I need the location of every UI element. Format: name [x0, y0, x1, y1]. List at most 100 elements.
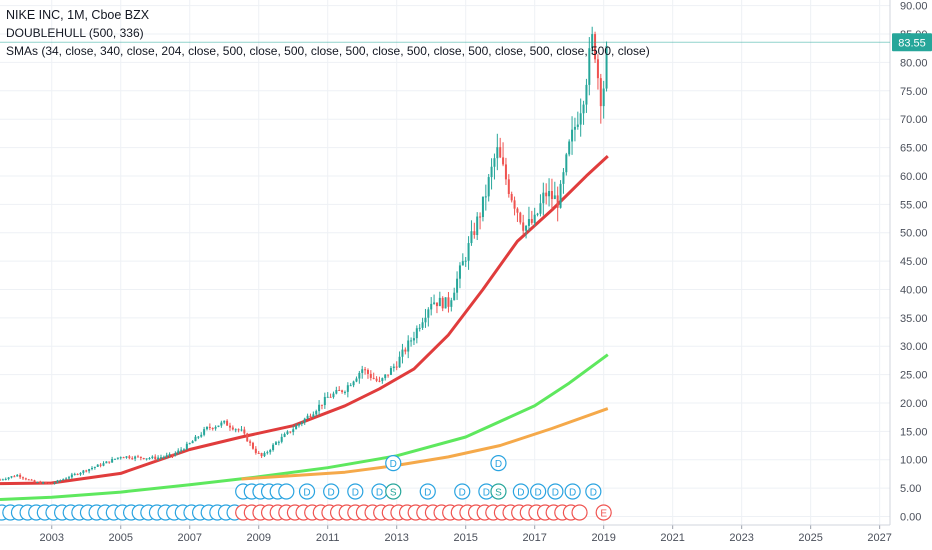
- x-tick-label: 2005: [108, 532, 132, 544]
- candle-body: [326, 396, 329, 398]
- candle-body: [458, 265, 461, 279]
- candle-body: [136, 456, 139, 458]
- candle-body: [226, 420, 229, 426]
- dividend-marker-labeled: [454, 483, 471, 500]
- candle-body: [30, 479, 33, 481]
- candle-body: [450, 300, 453, 307]
- candle-body: [582, 104, 585, 114]
- candle-body: [47, 483, 50, 485]
- candle-body: [599, 78, 602, 107]
- candle-body: [102, 463, 105, 466]
- candle-body: [171, 454, 174, 456]
- candle-body: [27, 479, 30, 481]
- last-price-badge: [892, 33, 932, 52]
- candle-body: [249, 441, 252, 443]
- candle-body: [516, 208, 519, 213]
- earnings-marker-labeled: [595, 504, 612, 521]
- candle-body: [573, 126, 576, 130]
- candle-body: [24, 478, 27, 480]
- candle-body: [381, 378, 384, 382]
- candle-body: [263, 452, 266, 457]
- candle-body: [254, 448, 257, 453]
- candle-body: [76, 473, 79, 475]
- candle-body: [490, 166, 493, 178]
- candle-body: [548, 191, 551, 197]
- candle-body: [220, 422, 223, 426]
- dividend-marker-labeled-letter: D: [590, 488, 597, 499]
- candle-body: [404, 349, 407, 352]
- candle-body: [332, 393, 335, 398]
- candle-body: [479, 216, 482, 218]
- earnings-marker: [571, 504, 588, 521]
- dividend-marker-labeled: [385, 455, 402, 472]
- candle-body: [375, 378, 378, 381]
- candle-body: [134, 456, 137, 459]
- candle-body: [435, 302, 438, 307]
- candle-body: [165, 455, 168, 457]
- candle-body: [550, 191, 553, 200]
- candle-body: [191, 441, 194, 444]
- candle-body: [208, 426, 211, 428]
- candle-body: [504, 164, 507, 180]
- candle-body: [387, 374, 390, 376]
- dividend-marker-labeled-letter: D: [552, 488, 559, 499]
- y-tick-label: 60.00: [900, 171, 928, 183]
- dividend-marker-labeled: [564, 483, 581, 500]
- candles: [0, 26, 608, 485]
- candle-body: [565, 154, 568, 173]
- sma-lines: [0, 154, 609, 501]
- indicator-doublehull[interactable]: DOUBLEHULL (500, 336): [6, 26, 144, 40]
- x-tick-label: 2015: [453, 532, 477, 544]
- candle-body: [421, 322, 424, 328]
- candle-body: [168, 454, 171, 456]
- candle-body: [148, 458, 151, 460]
- candle-body: [418, 327, 421, 329]
- candle-body: [364, 369, 367, 371]
- candle-body: [309, 415, 312, 418]
- candle-body: [113, 458, 116, 460]
- candle-body: [217, 425, 220, 427]
- y-tick-label: 65.00: [900, 143, 928, 155]
- candle-body: [19, 474, 22, 478]
- candle-body: [65, 478, 68, 480]
- candle-body: [116, 457, 119, 459]
- candle-body: [329, 396, 332, 398]
- candle-body: [507, 179, 510, 195]
- candle-body: [545, 192, 548, 197]
- candle-body: [542, 192, 545, 204]
- candle-body: [283, 433, 286, 437]
- candle-body: [13, 476, 16, 478]
- candle-body: [571, 129, 574, 142]
- candle-body: [352, 381, 355, 386]
- candle-body: [162, 456, 165, 458]
- candle-body: [372, 377, 375, 379]
- sma-line-mid: [0, 353, 609, 501]
- candle-body: [70, 474, 73, 478]
- candle-body: [266, 452, 269, 454]
- candle-body: [536, 213, 539, 215]
- candle-body: [456, 278, 459, 293]
- candle-body: [280, 436, 283, 442]
- sma-line-slow: [241, 407, 609, 481]
- candle-body: [154, 456, 157, 460]
- y-tick-label: 45.00: [900, 256, 928, 268]
- indicator-smas[interactable]: SMAs (34, close, 340, close, 204, close,…: [6, 44, 650, 58]
- candle-body: [292, 429, 295, 433]
- candle-body: [525, 225, 528, 231]
- y-tick-label: 80.00: [900, 57, 928, 69]
- candle-body: [562, 172, 565, 184]
- candle-body: [111, 458, 114, 463]
- candle-body: [473, 231, 476, 235]
- sma-line-fast: [0, 154, 609, 486]
- candle-body: [430, 303, 433, 310]
- candle-body: [33, 480, 36, 483]
- candle-body: [320, 404, 323, 406]
- candle-body: [341, 390, 344, 392]
- candle-body: [297, 423, 300, 426]
- candle-body: [576, 124, 579, 127]
- candle-body: [349, 385, 352, 387]
- candle-body: [122, 457, 125, 459]
- candle-body: [335, 389, 338, 394]
- candle-body: [502, 157, 505, 165]
